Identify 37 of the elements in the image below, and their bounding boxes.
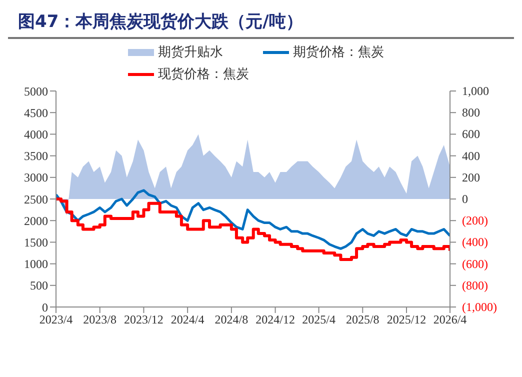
y-tick-label: 500 — [30, 278, 48, 293]
y2-tick-label: 600 — [462, 127, 480, 142]
y-tick-label: 2000 — [24, 214, 48, 228]
x-tick-label: 2023/8 — [83, 312, 117, 327]
chart-title: 图47：本周焦炭现货价大跌（元/吨） — [8, 8, 514, 39]
y2-tick-label: (1,000) — [462, 300, 497, 314]
y2-tick-label: 0 — [462, 192, 468, 206]
y2-tick-label: (200) — [462, 214, 488, 228]
y-tick-label: 3000 — [24, 170, 48, 185]
y2-tick-label: 200 — [462, 170, 480, 184]
legend-label: 现货价格：焦炭 — [157, 66, 249, 83]
x-tick-label: 2025/4 — [302, 312, 336, 327]
legend-label: 期货价格：焦炭 — [292, 44, 384, 61]
y2-tick-label: (800) — [462, 278, 488, 292]
y2-tick-label: (600) — [462, 256, 488, 271]
y-tick-label: 3500 — [24, 149, 48, 164]
x-tick-label: 2024/4 — [170, 312, 204, 327]
y-tick-label: 4500 — [24, 106, 48, 120]
y2-tick-label: 400 — [462, 148, 480, 163]
y-tick-label: 4000 — [24, 127, 48, 142]
y-tick-label: 1500 — [24, 235, 48, 250]
x-tick-label: 2024/12 — [256, 312, 295, 327]
y2-tick-label: (400) — [462, 235, 488, 250]
line-series — [56, 189, 450, 250]
legend-label: 期货升贴水 — [157, 44, 223, 61]
y-tick-label: 2500 — [24, 192, 48, 206]
y2-tick-label: 800 — [462, 106, 480, 120]
x-tick-label: 2026/4 — [433, 312, 467, 327]
x-tick-label: 2025/12 — [386, 312, 426, 327]
x-tick-label: 2023/12 — [124, 312, 164, 327]
x-tick-label: 2024/8 — [214, 312, 248, 327]
y-tick-label: 0 — [42, 300, 48, 314]
x-tick-label: 2025/8 — [346, 312, 380, 327]
y2-tick-label: 1,000 — [462, 84, 489, 98]
y-tick-label: 1000 — [24, 257, 48, 272]
x-tick-label: 2023/4 — [39, 312, 73, 327]
y-tick-label: 5000 — [24, 84, 48, 98]
